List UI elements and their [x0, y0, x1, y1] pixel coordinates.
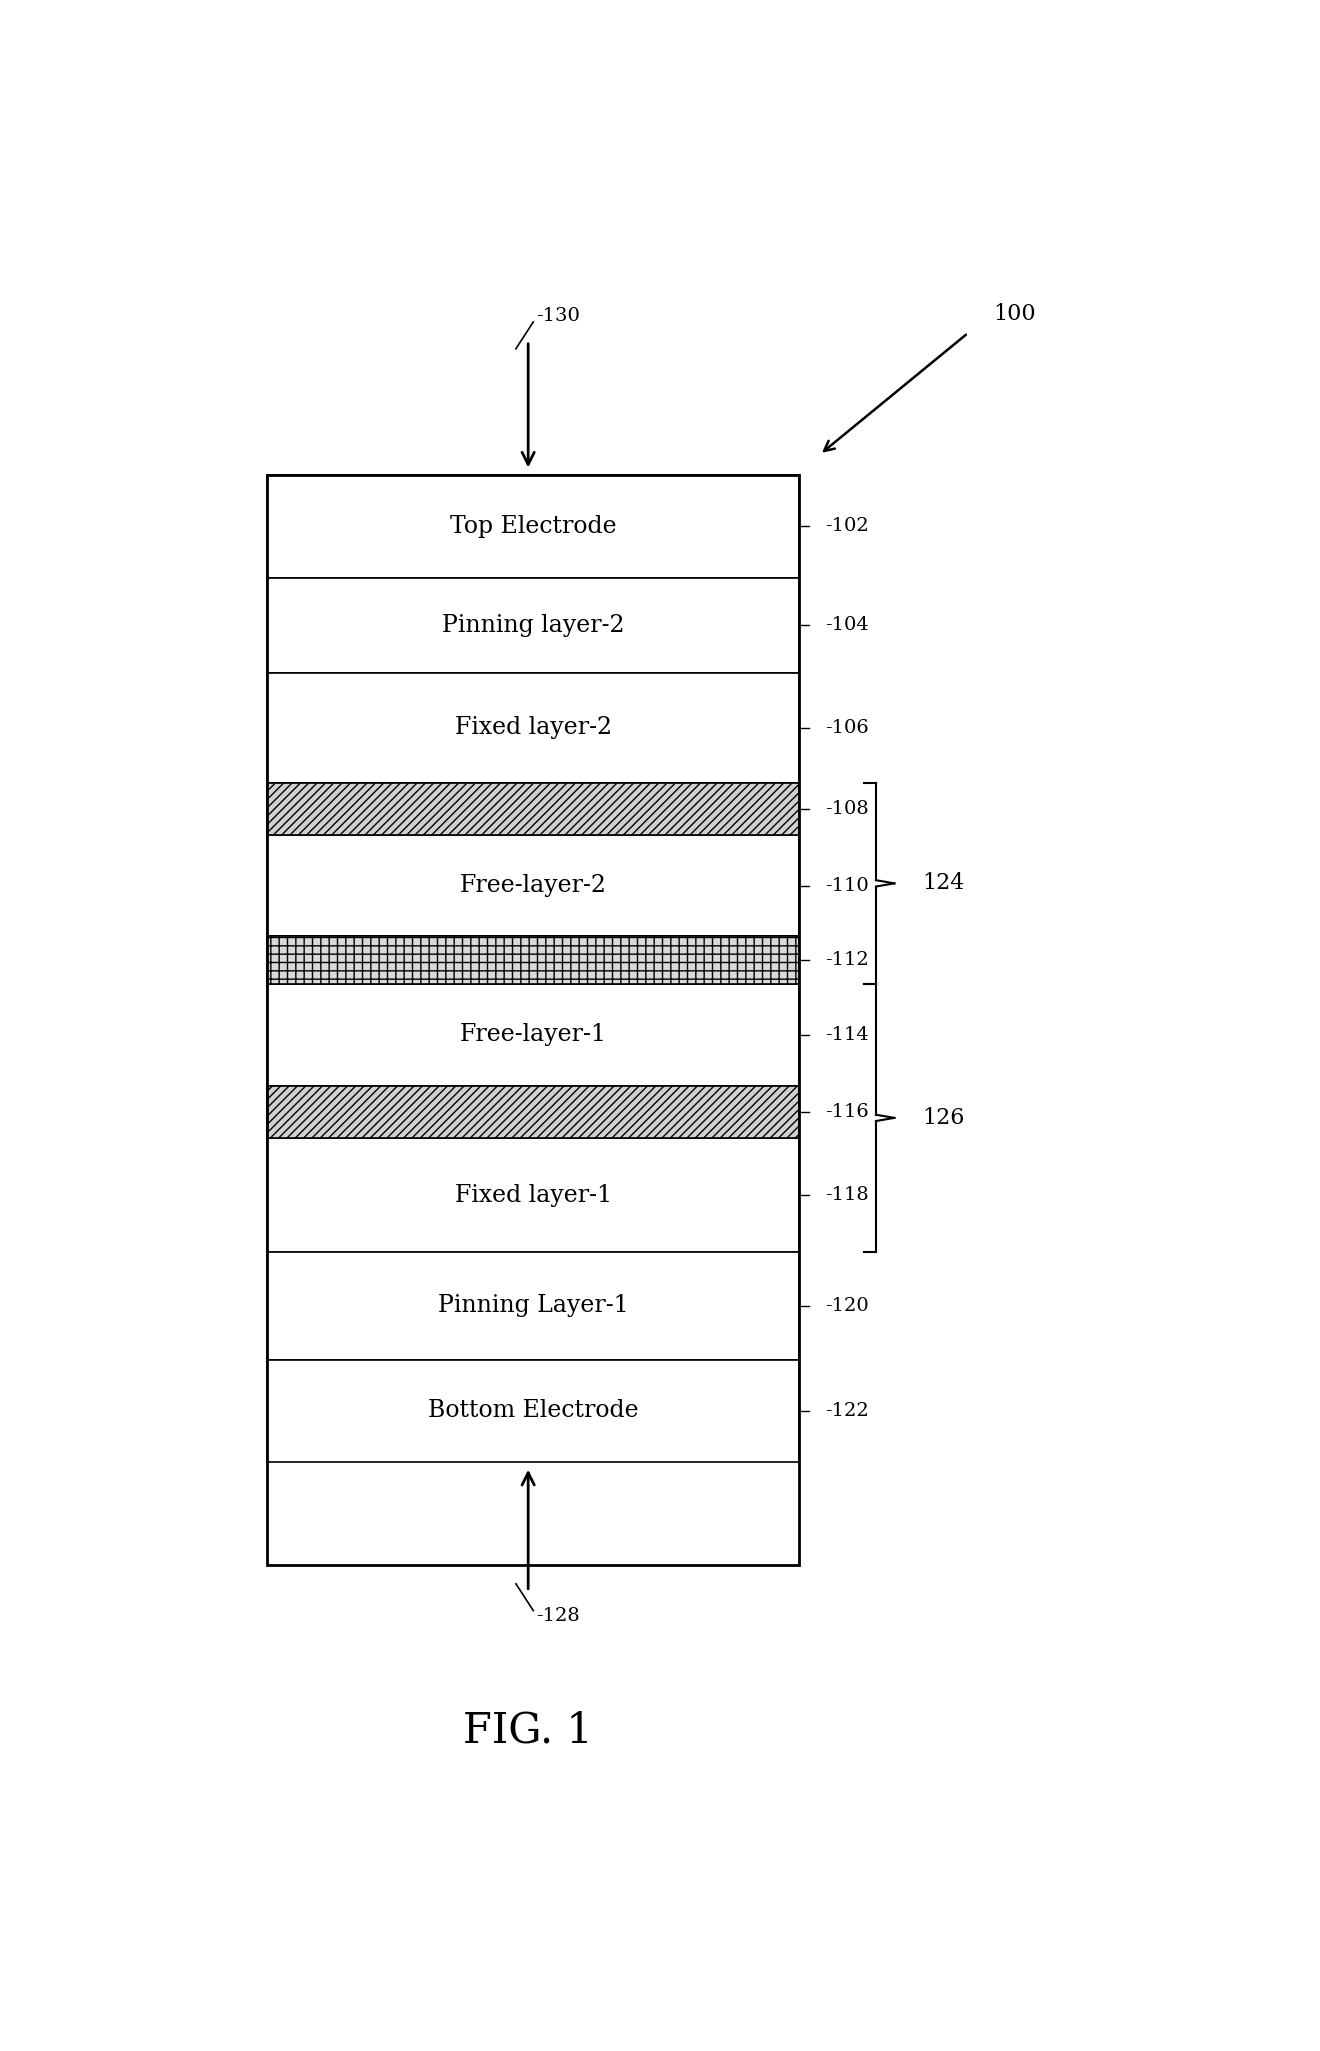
Text: -122: -122 [825, 1401, 869, 1419]
Text: 100: 100 [994, 304, 1036, 324]
Bar [267, 1138, 800, 1251]
Text: -106: -106 [825, 718, 869, 736]
Text: Free-layer-2: Free-layer-2 [459, 874, 607, 896]
Text: Pinning layer-2: Pinning layer-2 [442, 613, 624, 636]
Bar [267, 673, 800, 783]
Bar [267, 984, 800, 1087]
Text: Bottom Electrode: Bottom Electrode [428, 1399, 639, 1421]
Bar [267, 935, 800, 984]
Text: Free-layer-1: Free-layer-1 [459, 1023, 607, 1046]
Bar [267, 578, 800, 673]
Text: Fixed layer-2: Fixed layer-2 [454, 716, 612, 738]
Bar [267, 476, 800, 1565]
Bar [267, 476, 800, 578]
Text: FIG. 1: FIG. 1 [463, 1711, 593, 1752]
Bar [267, 1087, 800, 1138]
Bar [267, 1251, 800, 1360]
Text: Top Electrode: Top Electrode [450, 515, 616, 537]
Text: -118: -118 [825, 1185, 869, 1204]
Bar [267, 935, 800, 984]
Bar [267, 1087, 800, 1138]
Text: -116: -116 [825, 1103, 869, 1122]
Text: -128: -128 [536, 1608, 579, 1626]
Text: -110: -110 [825, 876, 869, 894]
Text: Fixed layer-1: Fixed layer-1 [454, 1183, 612, 1206]
Text: -114: -114 [825, 1026, 869, 1044]
Text: -104: -104 [825, 615, 869, 634]
Text: -112: -112 [825, 952, 869, 968]
Bar [267, 783, 800, 835]
Bar [267, 783, 800, 835]
Text: -120: -120 [825, 1296, 869, 1315]
Bar [267, 835, 800, 935]
Text: -130: -130 [536, 308, 581, 324]
Bar [267, 1360, 800, 1462]
Text: Pinning Layer-1: Pinning Layer-1 [438, 1294, 628, 1317]
Text: -102: -102 [825, 517, 869, 535]
Text: -108: -108 [825, 800, 869, 818]
Text: 124: 124 [921, 872, 965, 894]
Text: 126: 126 [921, 1108, 965, 1128]
